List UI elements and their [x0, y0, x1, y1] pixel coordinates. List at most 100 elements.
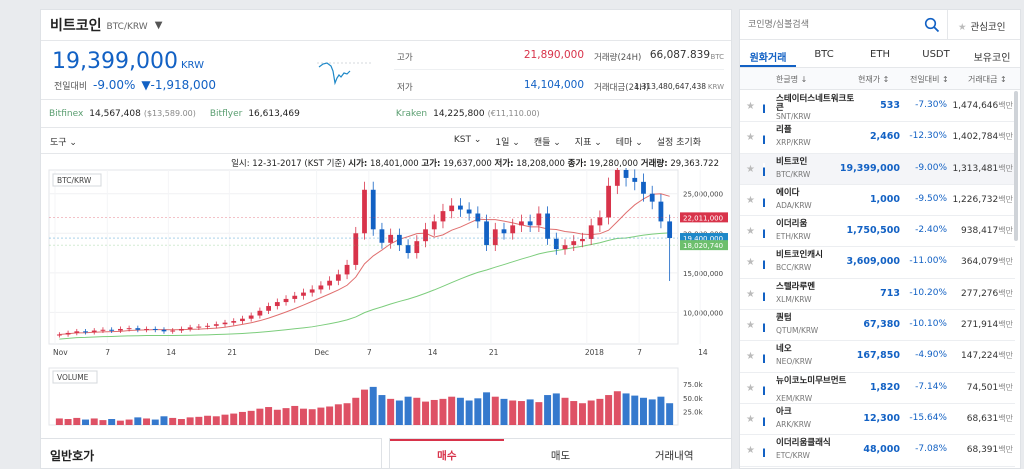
volume-tick-label: 50.0k — [683, 395, 704, 403]
col-name[interactable]: 한글명 ↓ — [776, 75, 808, 84]
coin-price: 12,300 — [863, 412, 900, 424]
coin-volume-unit: 백만 — [998, 351, 1013, 361]
candle — [170, 330, 176, 332]
exchange-name[interactable]: Bitflyer — [209, 108, 243, 119]
theme-dropdown[interactable]: 테마 ⌄ — [615, 138, 643, 148]
coin-code: NEO/KRW — [776, 357, 813, 367]
volume-bar — [552, 393, 560, 425]
coin-price: 19,399,000 — [839, 162, 900, 174]
volume-tick-label: 25.0k — [683, 408, 704, 416]
coin-change: -15.64% — [909, 412, 947, 423]
candle — [414, 241, 420, 254]
candle — [519, 221, 524, 226]
coin-row[interactable]: ★ 에이다 ADA/KRW 1,000 -9.50% 1,226,732백만 — [740, 185, 1015, 217]
coin-list-scrollbar[interactable] — [1014, 91, 1018, 241]
favorite-star-icon[interactable]: ★ — [746, 445, 755, 457]
reset-settings-button[interactable]: 설정 초기화 — [656, 138, 701, 148]
favorite-star-icon[interactable]: ★ — [746, 382, 755, 394]
tab-usdt-market[interactable]: USDT — [922, 49, 950, 60]
candle — [431, 221, 437, 230]
favorite-star-icon[interactable]: ★ — [746, 132, 755, 144]
volume-tick-label: 75.0k — [683, 381, 704, 389]
coin-row[interactable]: ★ 이더리움클래식 ETC/KRW 48,000 -7.08% 68,391백만 — [740, 435, 1015, 467]
tab-eth-market[interactable]: ETH — [870, 49, 890, 60]
tab-krw-market[interactable]: 원화거래 — [740, 40, 796, 67]
col-change[interactable]: 전일대비 ↕ — [910, 75, 949, 84]
y-tick-label: 15,000,000 — [683, 270, 723, 278]
favorite-star-icon[interactable]: ★ — [746, 101, 755, 112]
candle — [353, 233, 359, 265]
tab-buy[interactable]: 매수 — [390, 439, 504, 468]
coin-volume-value: 1,226,732 — [952, 194, 999, 205]
coin-code: QTUM/KRW — [776, 326, 819, 336]
coin-korean-name: 뉴이코노미무브먼트 — [776, 375, 847, 386]
coin-header[interactable]: 비트코인 BTC/KRW ▼ — [41, 10, 731, 41]
coin-code: ARK/KRW — [776, 419, 812, 429]
tool-menu[interactable]: 도구 ⌄ — [50, 138, 77, 148]
current-price-value: 19,399,000 — [52, 49, 178, 74]
volume-bar — [483, 392, 491, 425]
change-bar — [763, 444, 765, 458]
search-input[interactable] — [748, 16, 938, 34]
favorite-star-icon[interactable]: ★ — [746, 194, 755, 206]
coin-volume: 1,402,784백만 — [952, 131, 1013, 142]
search-icon[interactable] — [924, 17, 940, 33]
candle — [606, 185, 612, 218]
amount-label: 거래대금(24H) — [594, 83, 650, 93]
volume-bar — [55, 418, 63, 425]
tab-history[interactable]: 거래내역 — [654, 450, 694, 462]
coin-volume-value: 68,631 — [966, 413, 999, 424]
coin-row[interactable]: ★ 네오 NEO/KRW 167,850 -4.90% 147,224백만 — [740, 341, 1015, 373]
coin-row[interactable]: ★ 아크 ARK/KRW 12,300 -15.64% 68,631백만 — [740, 404, 1015, 436]
coin-row[interactable]: ★ 이더리움 ETH/KRW 1,750,500 -2.40% 938,417백만 — [740, 216, 1015, 248]
candle — [466, 209, 472, 214]
favorites-button[interactable]: ★ 관심코인 — [947, 10, 1022, 40]
favorite-star-icon[interactable]: ★ — [746, 288, 755, 300]
candle — [405, 245, 411, 254]
indicator-dropdown[interactable]: 지표 ⌄ — [574, 138, 602, 148]
coin-row[interactable]: ★ 스텔라루멘 XLM/KRW 713 -10.20% 277,276백만 — [740, 279, 1015, 311]
favorite-star-icon[interactable]: ★ — [746, 413, 755, 425]
favorite-star-icon[interactable]: ★ — [746, 351, 755, 363]
interval-dropdown[interactable]: 1일 ⌄ — [495, 138, 520, 148]
tab-btc-market[interactable]: BTC — [814, 49, 834, 60]
candle — [580, 238, 585, 242]
favorite-star-icon[interactable]: ★ — [746, 226, 755, 238]
favorite-star-icon[interactable]: ★ — [746, 163, 755, 175]
coin-row[interactable]: ★ 뉴이코노미무브먼트 XEM/KRW 1,820 -7.14% 74,501백만 — [740, 373, 1015, 404]
candle — [501, 229, 507, 234]
market-panel: 비트코인 BTC/KRW ▼ 19,399,000 KRW 전일대비 -9.00%… — [40, 9, 732, 469]
volume-bar — [648, 399, 656, 425]
exchange-name[interactable]: Kraken — [395, 108, 428, 119]
volume-bar — [265, 407, 273, 425]
chart-type-dropdown[interactable]: 캔들 ⌄ — [533, 138, 561, 148]
candle — [597, 217, 603, 226]
coin-list-panel: ★관심코인 원화거래 BTC ETH USDT 보유코인 한글명 ↓ 현재가 ↕… — [739, 9, 1021, 469]
coin-code: XEM/KRW — [776, 393, 813, 403]
coin-row[interactable]: ★ 퀀텀 QTUM/KRW 67,380 -10.10% 271,914백만 — [740, 310, 1015, 342]
coin-price: 1,750,500 — [846, 225, 901, 237]
candle — [562, 245, 568, 250]
coin-row[interactable]: ★ 스테이터스네트워크토큰 SNT/KRW 533 -7.30% 1,474,646백만 — [740, 91, 1015, 123]
exchange-name[interactable]: Bitfinex — [49, 108, 84, 119]
coin-row[interactable]: ★ 비트코인 BTC/KRW 19,399,000 -9.00% 1,313,481백만 — [740, 153, 1015, 185]
favorite-star-icon[interactable]: ★ — [746, 257, 755, 269]
coin-volume-value: 1,402,784 — [952, 132, 999, 143]
coin-row[interactable]: ★ 리플 XRP/KRW 2,460 -12.30% 1,402,784백만 — [740, 122, 1015, 154]
coin-dropdown-caret-icon[interactable]: ▼ — [154, 19, 163, 31]
candle — [423, 229, 428, 242]
candlestick-chart[interactable]: 25,000,00020,000,00015,000,00010,000,000… — [41, 168, 731, 428]
tab-holdings[interactable]: 보유코인 — [973, 53, 1011, 64]
col-volume[interactable]: 거래대금 ↕ — [968, 75, 1007, 84]
chart-area[interactable]: 일시: 12-31-2017 (KST 기준) 시가: 18,401,000 고… — [41, 154, 731, 428]
tab-sell[interactable]: 매도 — [550, 450, 571, 462]
option-label: 지표 — [574, 138, 592, 148]
volume-bar — [666, 403, 674, 425]
coin-row[interactable]: ★ 비트코인캐시 BCC/KRW 3,609,000 -11.00% 364,079백만 — [740, 247, 1015, 279]
coin-korean-name: 네오 — [776, 344, 792, 355]
timezone-dropdown[interactable]: KST ⌄ — [453, 135, 482, 145]
info-close: 19,280,000 — [589, 159, 639, 169]
favorite-star-icon[interactable]: ★ — [746, 320, 755, 332]
candle — [65, 332, 71, 335]
col-price[interactable]: 현재가 ↕ — [858, 75, 890, 84]
